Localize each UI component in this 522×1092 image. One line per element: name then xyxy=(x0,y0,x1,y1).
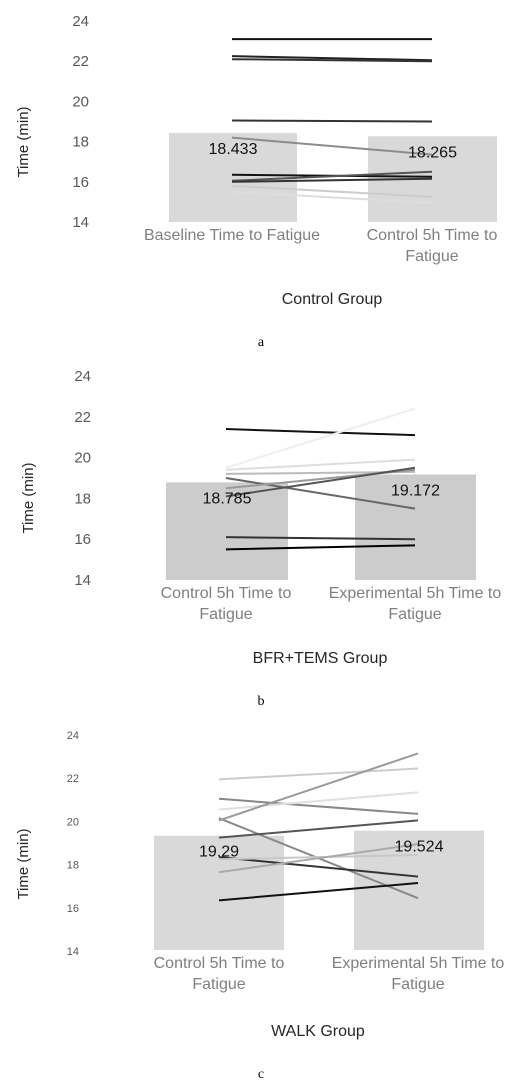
subject-line-2 xyxy=(218,791,419,811)
panel-caption-c: c xyxy=(257,1067,265,1082)
y-tick-label: 16 xyxy=(72,174,89,191)
y-tick-label: 16 xyxy=(74,531,91,548)
y-tick-label: 16 xyxy=(67,903,79,915)
subject-line-5 xyxy=(218,819,419,839)
panel-caption-b: b xyxy=(257,694,265,709)
category-label-1: Experimental 5h Time to Fatigue xyxy=(332,955,505,993)
subject-line-4 xyxy=(231,136,433,156)
chart-panel-control: 18.433 18.265 14 16 18 20 22 24 Time (min) Baseli… xyxy=(0,0,522,360)
bar-value-label-1: 18.265 xyxy=(408,144,457,161)
y-tick-label: 18 xyxy=(72,134,89,151)
y-tick-label: 14 xyxy=(74,572,91,589)
subject-line-2 xyxy=(231,58,433,63)
y-tick-label: 20 xyxy=(72,93,89,110)
subject-line-4 xyxy=(225,477,416,510)
subject-line-0 xyxy=(225,428,416,437)
subject-line-7 xyxy=(218,853,419,861)
subject-line-6 xyxy=(231,170,433,182)
y-axis-label: Time (min) xyxy=(15,828,32,899)
x-axis-title: BFR+TEMS Group xyxy=(253,650,388,667)
subject-line-4 xyxy=(218,752,419,822)
bar-value-label-0: 18.433 xyxy=(209,141,258,158)
y-tick-label: 22 xyxy=(74,409,91,426)
bar-0 xyxy=(169,132,297,222)
bar-1 xyxy=(355,474,476,580)
y-tick-label: 24 xyxy=(72,13,89,30)
subject-line-1 xyxy=(218,797,419,815)
y-tick-label: 18 xyxy=(74,490,91,507)
subject-line-8 xyxy=(225,544,416,551)
subject-line-6 xyxy=(225,466,416,498)
subject-line-2 xyxy=(225,458,416,471)
subject-line-9 xyxy=(218,882,419,902)
y-tick-label: 20 xyxy=(67,816,79,828)
chart-panel-bfr-tems: 18.785 19.172 14 16 18 20 22 24 Time (min) Contro… xyxy=(20,368,502,667)
subject-line-8 xyxy=(218,843,419,874)
panel-caption-a: a xyxy=(257,335,265,350)
bar-0 xyxy=(154,835,284,950)
bar-value-label-1: 19.172 xyxy=(391,482,440,499)
y-axis-label: Time (min) xyxy=(20,462,37,533)
y-axis-label: Time (min) xyxy=(15,106,32,177)
category-label-1: Experimental 5h Time to Fatigue xyxy=(329,585,502,623)
bar-value-label-1: 19.524 xyxy=(395,839,444,856)
subject-line-3 xyxy=(231,119,433,123)
subject-line-6 xyxy=(218,856,419,878)
x-axis-title: WALK Group xyxy=(271,1023,365,1040)
y-tick-label: 20 xyxy=(74,450,91,467)
subject-line-1 xyxy=(225,407,416,469)
bar-0 xyxy=(166,482,288,580)
category-label-1: Control 5h Time to Fatigue xyxy=(367,227,498,265)
subject-line-0 xyxy=(218,767,419,781)
y-tick-label: 22 xyxy=(67,773,79,785)
category-label-0: Control 5h Time to Fatigue xyxy=(161,585,292,623)
category-label-0: Baseline Time to Fatigue xyxy=(144,227,320,244)
subject-line-7 xyxy=(231,177,433,183)
bar-value-label-0: 18.785 xyxy=(203,490,252,507)
chart-svg: 18.785 19.172 14 16 18 20 22 24 Time (min) Contro… xyxy=(20,368,502,667)
bar-value-label-0: 19.29 xyxy=(199,844,239,861)
category-label-0: Control 5h Time to Fatigue xyxy=(154,955,285,993)
y-tick-label: 18 xyxy=(67,860,79,872)
subject-line-9 xyxy=(231,190,433,204)
y-tick-label: 14 xyxy=(72,214,89,231)
y-tick-label: 14 xyxy=(67,946,79,958)
x-axis-title: Control Group xyxy=(282,291,383,308)
subject-line-8 xyxy=(231,184,433,198)
subject-line-7 xyxy=(225,536,416,541)
y-tick-label: 24 xyxy=(74,368,91,385)
subject-line-1 xyxy=(231,55,433,62)
y-tick-label: 22 xyxy=(72,53,89,70)
chart-svg: 18.433 18.265 14 16 18 20 22 24 Time (min) Baseli… xyxy=(15,13,498,308)
y-tick-label: 24 xyxy=(67,730,79,742)
